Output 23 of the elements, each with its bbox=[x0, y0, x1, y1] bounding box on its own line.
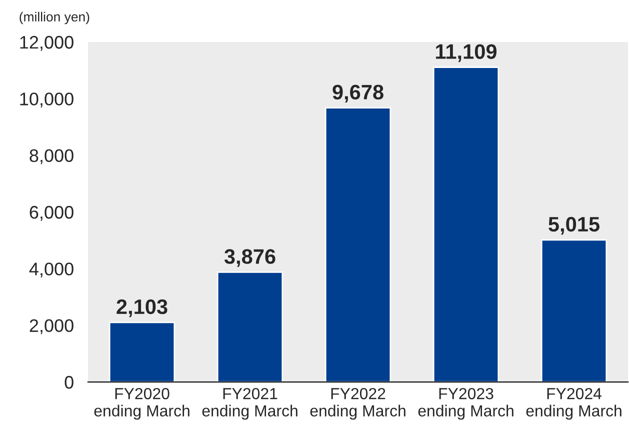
bar bbox=[540, 239, 608, 382]
bar bbox=[108, 322, 176, 382]
x-tick-label: FY2022 ending March bbox=[310, 388, 406, 420]
x-tick-label: FY2023 ending March bbox=[418, 388, 514, 420]
data-label: 5,015 bbox=[548, 216, 600, 235]
y-axis-title: (million yen) bbox=[20, 12, 90, 24]
y-tick-label: 4,000 bbox=[29, 262, 74, 278]
y-tick-label: 12,000 bbox=[20, 36, 74, 51]
x-tick-label: FY2020 ending March bbox=[94, 388, 190, 420]
y-tick-label: 10,000 bbox=[20, 92, 74, 108]
y-tick-label: 8,000 bbox=[30, 149, 74, 164]
y-tick-label: 0 bbox=[64, 376, 74, 389]
bar bbox=[216, 271, 284, 382]
data-label: 3,876 bbox=[224, 249, 276, 267]
bar bbox=[432, 66, 500, 382]
data-label: 9,678 bbox=[332, 84, 384, 103]
data-label: 11,109 bbox=[436, 44, 497, 62]
data-label: 2,103 bbox=[116, 299, 168, 318]
y-tick-label: 2,000 bbox=[30, 319, 74, 334]
y-tick-label: 6,000 bbox=[30, 206, 74, 221]
x-tick-label: FY2024 ending March bbox=[526, 388, 622, 420]
x-tick-label: FY2021 ending March bbox=[202, 388, 298, 420]
bar bbox=[324, 107, 392, 382]
